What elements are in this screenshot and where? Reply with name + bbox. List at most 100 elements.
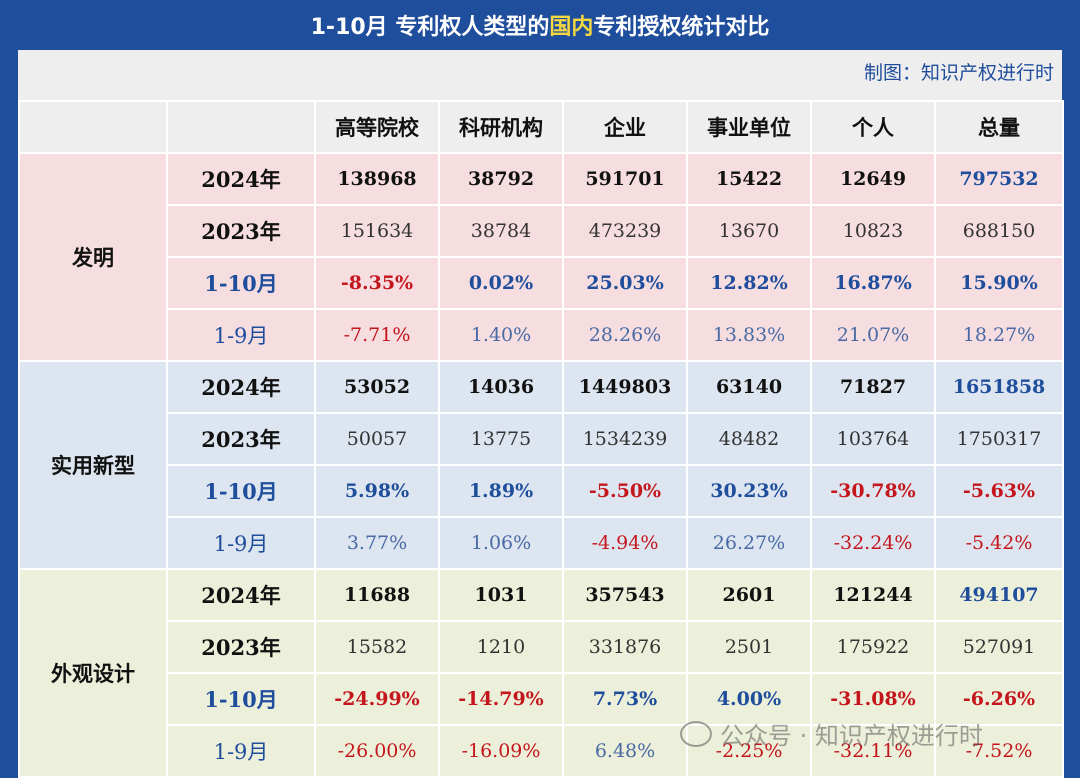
patent-table: 高等院校 科研机构 企业 事业单位 个人 总量 发明 2024年 138968 387…: [18, 100, 1064, 778]
table-cell: 15422: [686, 152, 812, 206]
row-label: 2024年: [166, 568, 316, 622]
table-cell: 1.89%: [438, 464, 564, 518]
row-label: 1-9月: [166, 308, 316, 362]
category-label: 外观设计: [18, 568, 168, 778]
table-cell: -31.08%: [810, 672, 936, 726]
table-cell: -16.09%: [438, 724, 564, 778]
table-cell: 331876: [562, 620, 688, 674]
table-cell: 53052: [314, 360, 440, 414]
header-empty-1: [18, 100, 168, 154]
table-cell: 2601: [686, 568, 812, 622]
table-cell: -5.42%: [934, 516, 1064, 570]
table-cell: -4.94%: [562, 516, 688, 570]
table-cell: 16.87%: [810, 256, 936, 310]
table-cell: -24.99%: [314, 672, 440, 726]
table-cell: 30.23%: [686, 464, 812, 518]
table-cell: 494107: [934, 568, 1064, 622]
table-cell: 5.98%: [314, 464, 440, 518]
table-cell: 138968: [314, 152, 440, 206]
table-row: 1-9月 -26.00% -16.09% 6.48% -2.25% -32.11% -7.5…: [19, 724, 1064, 778]
header-empty-2: [166, 100, 316, 154]
table-cell: -5.63%: [934, 464, 1064, 518]
table-cell: 48482: [686, 412, 812, 466]
page-title: 1-10月 专利权人类型的 国内 专利授权统计对比: [0, 0, 1080, 50]
table-cell: -30.78%: [810, 464, 936, 518]
table-cell: 14036: [438, 360, 564, 414]
row-label: 2023年: [166, 620, 316, 674]
table-cell: 121244: [810, 568, 936, 622]
table-cell: 357543: [562, 568, 688, 622]
row-label: 2024年: [166, 360, 316, 414]
table-cell: 13.83%: [686, 308, 812, 362]
category-label: 发明: [18, 152, 168, 362]
table-cell: 71827: [810, 360, 936, 414]
table-row: 实用新型 2024年 53052 14036 1449803 63140 71827 1651…: [18, 360, 1064, 570]
table-cell: -8.35%: [314, 256, 440, 310]
column-header: 企业: [562, 100, 688, 154]
table-cell: 38784: [438, 204, 564, 258]
wechat-icon: [680, 720, 712, 747]
table-row: 1-9月 3.77% 1.06% -4.94% 26.27% -32.24% -5.42%: [19, 516, 1064, 570]
table-cell: 591701: [562, 152, 688, 206]
table-cell: 1651858: [934, 360, 1064, 414]
watermark: 公众号 · 知识产权进行时: [680, 716, 983, 751]
table-cell: 103764: [810, 412, 936, 466]
table-cell: 15582: [314, 620, 440, 674]
column-header: 科研机构: [438, 100, 564, 154]
row-label: 2024年: [166, 152, 316, 206]
table-cell: 1031: [438, 568, 564, 622]
table-cell: -7.71%: [314, 308, 440, 362]
title-suffix: 专利授权统计对比: [593, 15, 770, 40]
table-row: 2023年 50057 13775 1534239 48482 103764 1750317: [19, 412, 1064, 466]
header-row: 高等院校 科研机构 企业 事业单位 个人 总量: [18, 100, 1064, 154]
table-cell: 26.27%: [686, 516, 812, 570]
table-cell: 13775: [438, 412, 564, 466]
table-cell: 473239: [562, 204, 688, 258]
table-row: 1-10月 -24.99% -14.79% 7.73% 4.00% -31.08% -6.2…: [19, 672, 1064, 726]
column-header: 高等院校: [314, 100, 440, 154]
table-cell: 11688: [314, 568, 440, 622]
table-cell: -32.24%: [810, 516, 936, 570]
category-label: 实用新型: [18, 360, 168, 570]
table-cell: 1750317: [934, 412, 1064, 466]
table-cell: 50057: [314, 412, 440, 466]
table-cell: 1449803: [562, 360, 688, 414]
table-cell: -6.26%: [934, 672, 1064, 726]
table-cell: 0.02%: [438, 256, 564, 310]
table-cell: 1210: [438, 620, 564, 674]
column-header: 个人: [810, 100, 936, 154]
table-cell: 18.27%: [934, 308, 1064, 362]
table-cell: 688150: [934, 204, 1064, 258]
row-label: 1-9月: [166, 724, 316, 778]
table-row: 1-9月 -7.71% 1.40% 28.26% 13.83% 21.07% 18.27%: [19, 308, 1064, 362]
table-cell: 28.26%: [562, 308, 688, 362]
table-cell: 63140: [686, 360, 812, 414]
table-cell: 1.06%: [438, 516, 564, 570]
table-row: 2023年 151634 38784 473239 13670 10823 688150: [19, 204, 1064, 258]
table-cell: -5.50%: [562, 464, 688, 518]
row-label: 2023年: [166, 412, 316, 466]
table-row: 2023年 15582 1210 331876 2501 175922 527091: [19, 620, 1064, 674]
table-cell: 21.07%: [810, 308, 936, 362]
table-panel: 制图：知识产权进行时 高等院校 科研机构 企业 事业单位 个人 总量 发明 202…: [18, 50, 1064, 778]
table-cell: 1.40%: [438, 308, 564, 362]
table-cell: 175922: [810, 620, 936, 674]
table-cell: -32.11%: [810, 724, 936, 778]
row-label: 1-10月: [166, 464, 316, 518]
table-cell: 10823: [810, 204, 936, 258]
table-cell: 1534239: [562, 412, 688, 466]
table-cell: 12.82%: [686, 256, 812, 310]
table-cell: 151634: [314, 204, 440, 258]
table-cell: 797532: [934, 152, 1064, 206]
row-label: 2023年: [166, 204, 316, 258]
table-row: 发明 2024年 138968 38792 591701 15422 12649 797532: [18, 152, 1064, 362]
credit-label: 制图：知识产权进行时: [863, 62, 1054, 84]
table-cell: 7.73%: [562, 672, 688, 726]
table-cell: 6.48%: [562, 724, 688, 778]
table-cell: 3.77%: [314, 516, 440, 570]
row-label: 1-9月: [166, 516, 316, 570]
table-cell: 12649: [810, 152, 936, 206]
table-cell: 38792: [438, 152, 564, 206]
column-header: 总量: [934, 100, 1064, 154]
table-row: 1-10月 -8.35% 0.02% 25.03% 12.82% 16.87% 15.90%: [19, 256, 1064, 310]
